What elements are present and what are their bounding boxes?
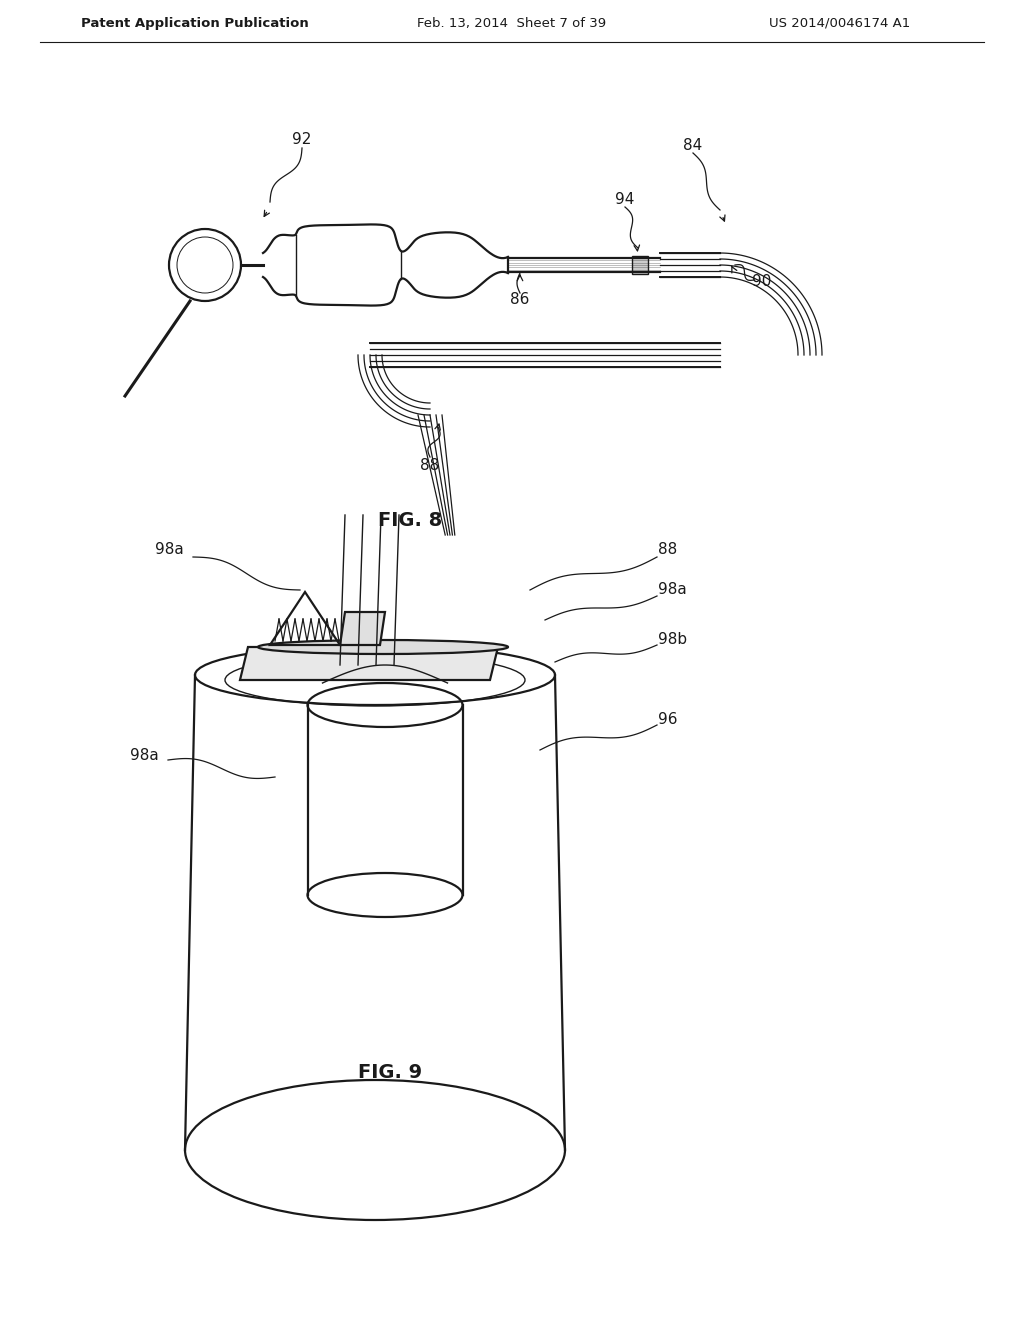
Ellipse shape	[258, 640, 508, 653]
Text: 96: 96	[658, 713, 678, 727]
Polygon shape	[340, 612, 385, 645]
Text: FIG. 8: FIG. 8	[378, 511, 442, 529]
Text: 98b: 98b	[658, 632, 687, 648]
Text: 88: 88	[421, 458, 439, 473]
Text: FIG. 9: FIG. 9	[358, 1063, 422, 1081]
Text: US 2014/0046174 A1: US 2014/0046174 A1	[769, 17, 910, 30]
Text: 84: 84	[683, 137, 702, 153]
Text: 98a: 98a	[130, 747, 159, 763]
Text: 94: 94	[615, 193, 635, 207]
Text: 98a: 98a	[658, 582, 687, 598]
Polygon shape	[240, 647, 498, 680]
Text: 86: 86	[510, 293, 529, 308]
Text: Patent Application Publication: Patent Application Publication	[81, 17, 309, 30]
Text: 92: 92	[292, 132, 311, 148]
Text: 98a: 98a	[155, 543, 183, 557]
Text: 90: 90	[753, 275, 772, 289]
Bar	[632, 256, 648, 275]
Text: 88: 88	[658, 543, 677, 557]
Text: Feb. 13, 2014  Sheet 7 of 39: Feb. 13, 2014 Sheet 7 of 39	[418, 17, 606, 30]
